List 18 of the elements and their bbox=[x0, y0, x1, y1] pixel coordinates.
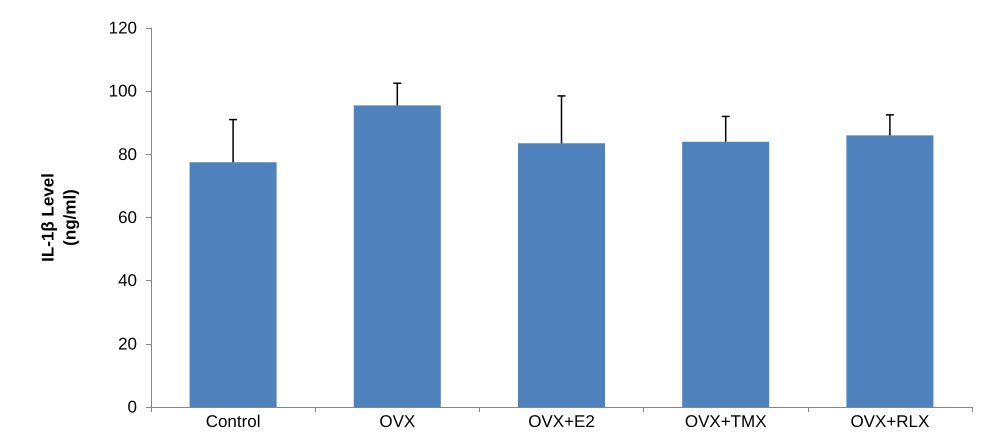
y-tick-label: 20 bbox=[118, 334, 137, 354]
y-tick-label: 40 bbox=[118, 271, 137, 290]
bar bbox=[190, 162, 277, 407]
y-tick-label: 60 bbox=[118, 208, 137, 227]
bar bbox=[846, 135, 934, 407]
x-tick-label: OVX bbox=[379, 412, 416, 431]
bar bbox=[518, 143, 606, 407]
bar bbox=[354, 105, 441, 407]
y-tick-label: 120 bbox=[108, 18, 137, 38]
y-tick-label: 80 bbox=[118, 144, 137, 164]
x-tick-label: OVX+RLX bbox=[850, 412, 930, 431]
x-tick-label: OVX+TMX bbox=[684, 412, 767, 431]
x-tick-label: Control bbox=[206, 412, 261, 431]
y-tick-label: 0 bbox=[128, 398, 137, 416]
x-tick-label: OVX+E2 bbox=[528, 412, 595, 431]
bar bbox=[682, 142, 770, 407]
y-tick-label: 100 bbox=[108, 82, 137, 101]
y-axis-title: IL-1β Level (ng/ml) bbox=[38, 173, 80, 262]
